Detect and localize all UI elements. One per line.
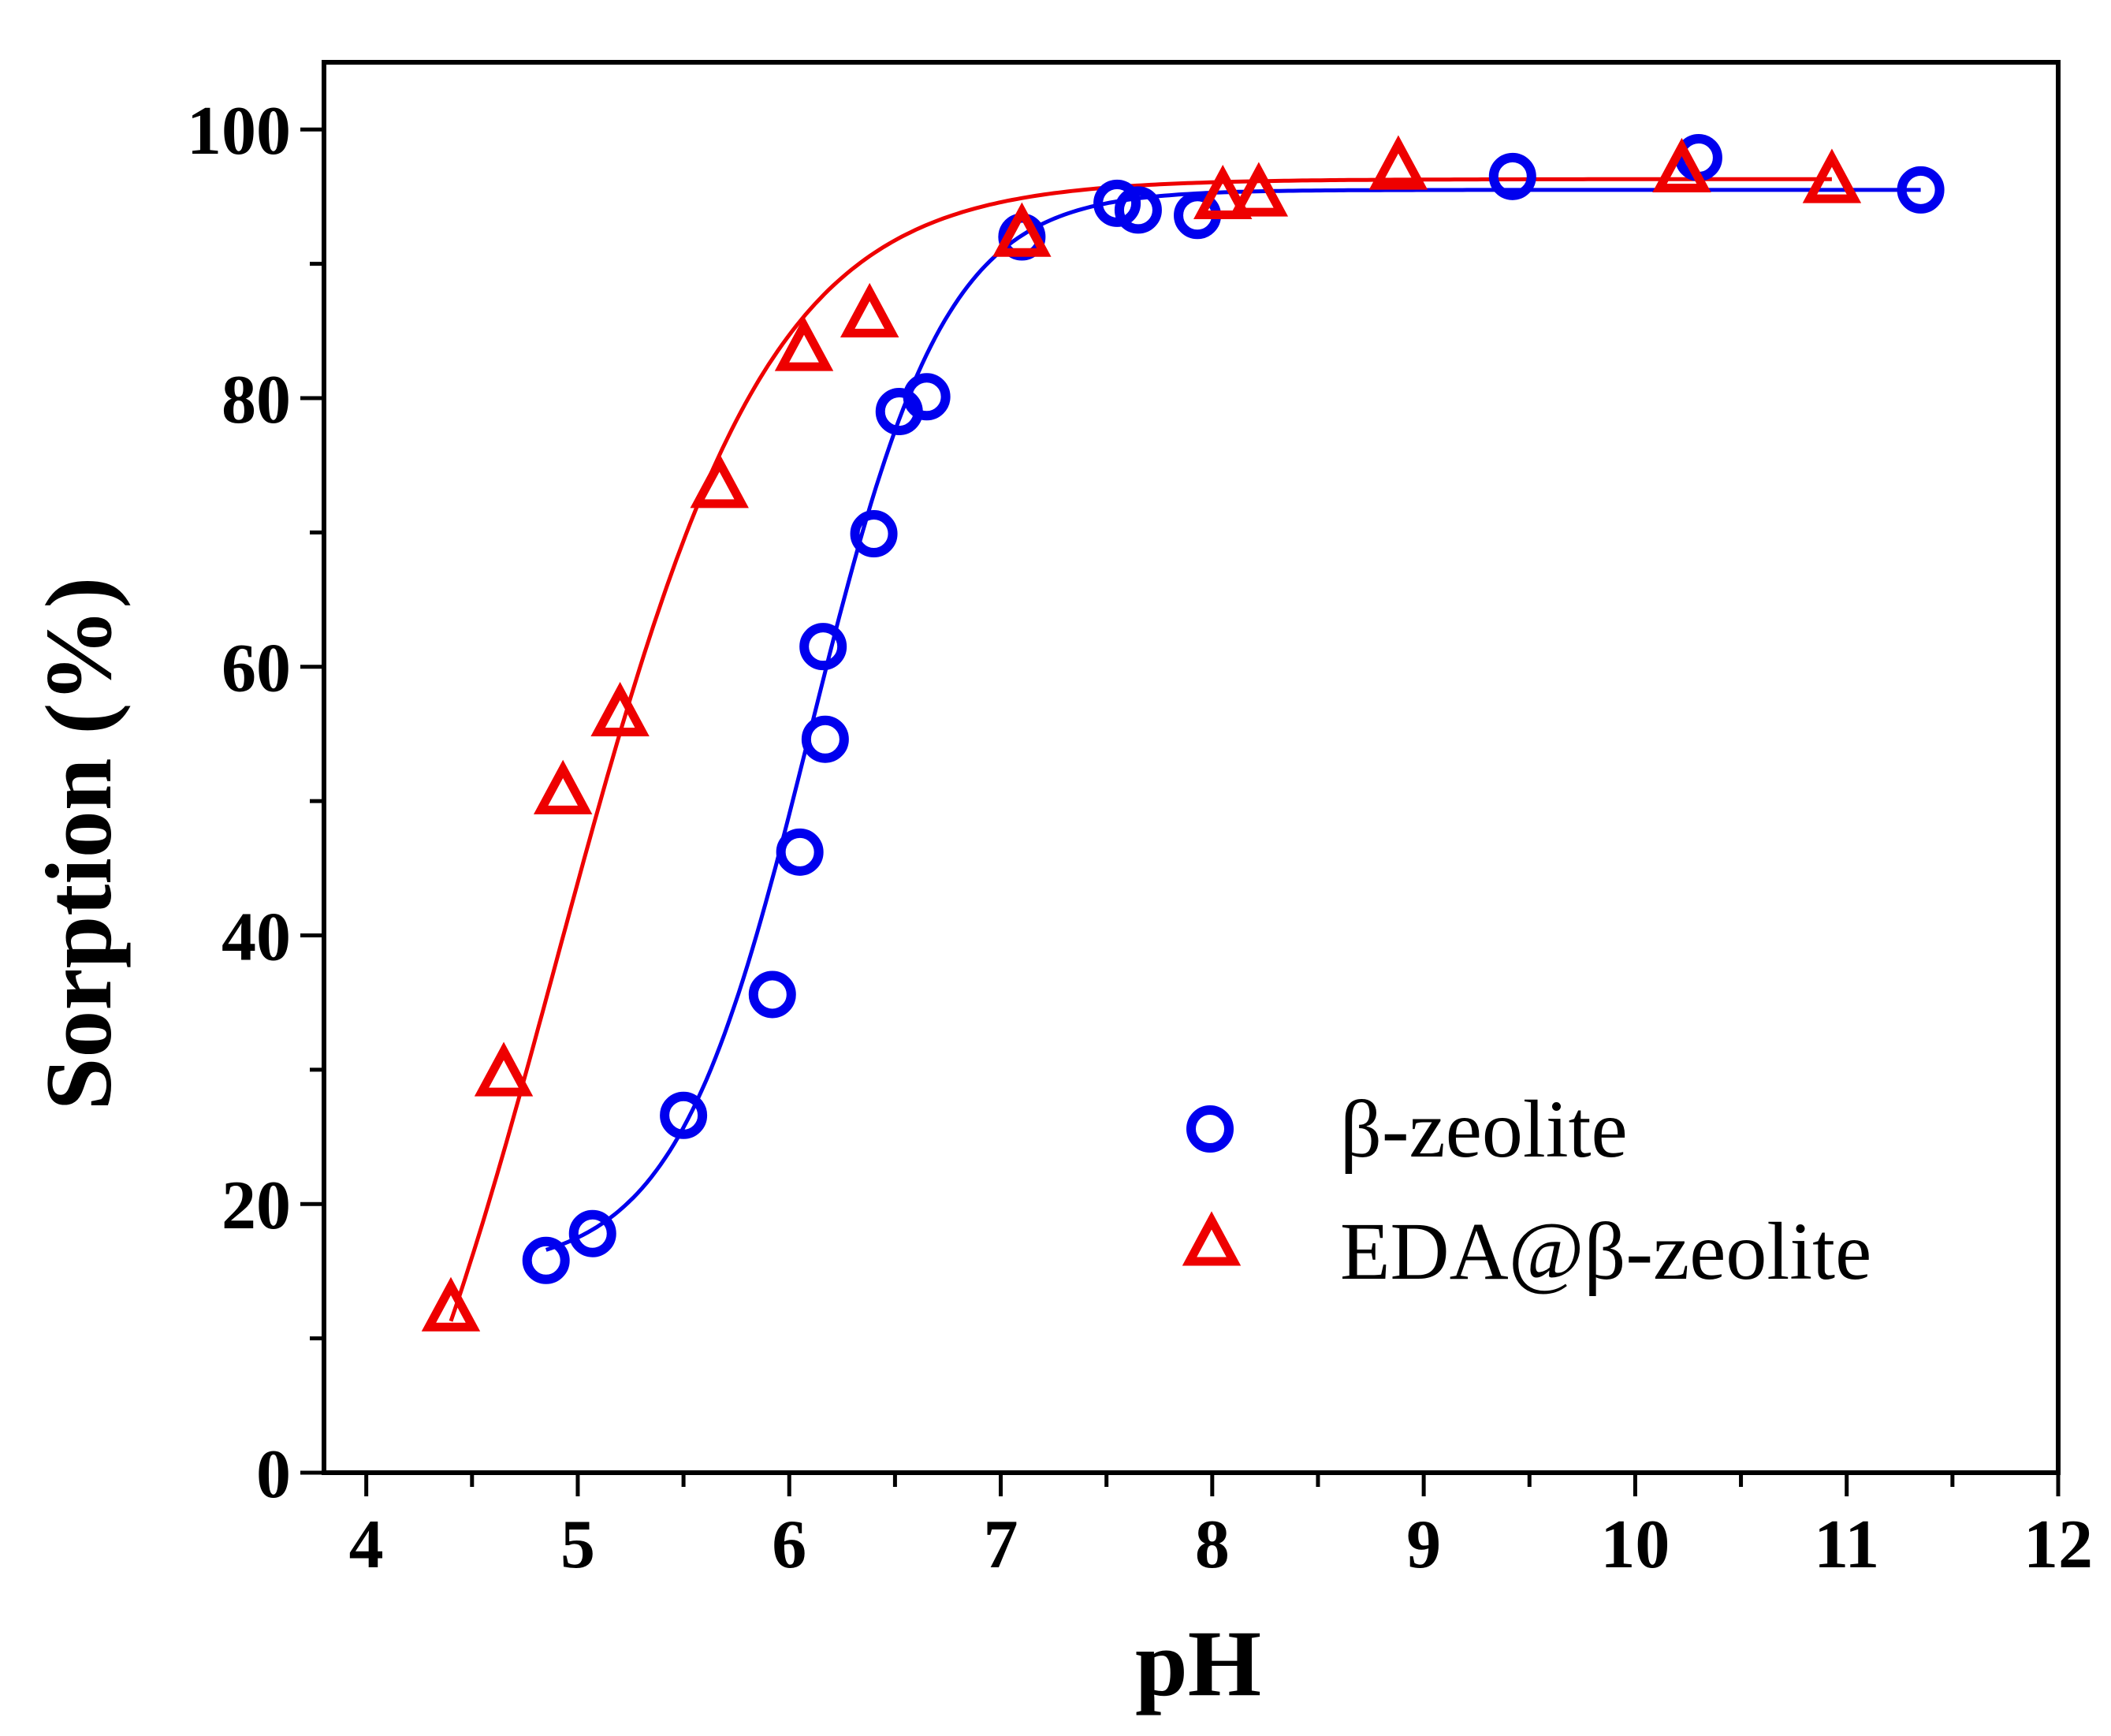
fit-curves xyxy=(449,177,1921,1322)
x-tick-label: 6 xyxy=(772,1507,806,1583)
data-point-beta-zeolite xyxy=(1114,186,1162,234)
fit-curve-beta-zeolite xyxy=(545,188,1921,1252)
data-point-eda-beta-zeolite xyxy=(690,453,749,509)
data-point-beta-zeolite xyxy=(748,970,796,1019)
data-point-beta-zeolite xyxy=(1488,152,1536,200)
x-tick-label: 11 xyxy=(1814,1507,1879,1583)
x-tick-label: 7 xyxy=(984,1507,1018,1583)
x-tick-label: 10 xyxy=(1600,1507,1670,1583)
data-point-eda-beta-zeolite xyxy=(1652,137,1711,192)
data-point-eda-beta-zeolite xyxy=(533,759,593,814)
data-point-eda-beta-zeolite xyxy=(1193,164,1253,220)
legend-label-beta-zeolite: β-zeolite xyxy=(1340,1084,1628,1175)
y-tick-label: 40 xyxy=(222,899,291,975)
y-tick-label: 20 xyxy=(222,1168,291,1244)
y-axis-title: Sorption (%) xyxy=(26,577,131,1111)
data-point-beta-zeolite xyxy=(1093,179,1141,227)
y-tick-label: 60 xyxy=(222,631,291,707)
data-point-eda-beta-zeolite xyxy=(774,316,834,371)
legend-circle-marker xyxy=(1186,1105,1234,1153)
x-axis-ticks: 4 5 6 7 8 9 10 11 12 xyxy=(349,1473,2093,1583)
plot-frame xyxy=(322,60,2061,1475)
legend-triangle-marker xyxy=(1182,1211,1242,1266)
data-point-beta-zeolite xyxy=(801,715,849,763)
legend: β-zeolite EDA@β-zeolite xyxy=(1182,1084,1871,1297)
fit-curve-eda-beta-zeolite xyxy=(449,177,1832,1322)
y-tick-label: 80 xyxy=(222,362,291,438)
x-tick-label: 4 xyxy=(349,1507,384,1583)
y-tick-label: 100 xyxy=(187,93,291,170)
data-point-beta-zeolite xyxy=(568,1209,616,1257)
data-point-beta-zeolite xyxy=(522,1236,570,1284)
data-point-beta-zeolite xyxy=(776,828,824,876)
x-tick-label: 9 xyxy=(1406,1507,1441,1583)
data-point-beta-zeolite xyxy=(850,510,898,558)
x-axis-title: pH xyxy=(1135,1611,1261,1716)
data-point-eda-beta-zeolite xyxy=(1229,162,1289,217)
x-tick-label: 5 xyxy=(560,1507,595,1583)
data-point-eda-beta-zeolite xyxy=(1368,135,1428,190)
x-tick-label: 12 xyxy=(2024,1507,2093,1583)
data-point-eda-beta-zeolite xyxy=(421,1276,481,1332)
data-point-eda-beta-zeolite xyxy=(1802,148,1862,203)
data-point-beta-zeolite xyxy=(660,1091,708,1139)
data-point-eda-beta-zeolite xyxy=(840,282,899,337)
data-point-eda-beta-zeolite xyxy=(992,202,1052,257)
data-point-eda-beta-zeolite xyxy=(474,1041,534,1097)
y-axis-ticks: 0 20 40 60 80 100 xyxy=(187,93,324,1513)
x-tick-label: 8 xyxy=(1195,1507,1230,1583)
data-point-beta-zeolite xyxy=(1897,166,1945,214)
data-point-beta-zeolite xyxy=(799,623,847,671)
y-tick-label: 0 xyxy=(256,1436,291,1513)
data-markers xyxy=(421,133,1945,1332)
data-point-eda-beta-zeolite xyxy=(590,681,650,737)
legend-label-eda-beta-zeolite: EDA@β-zeolite xyxy=(1340,1206,1871,1297)
data-point-beta-zeolite xyxy=(903,373,951,421)
